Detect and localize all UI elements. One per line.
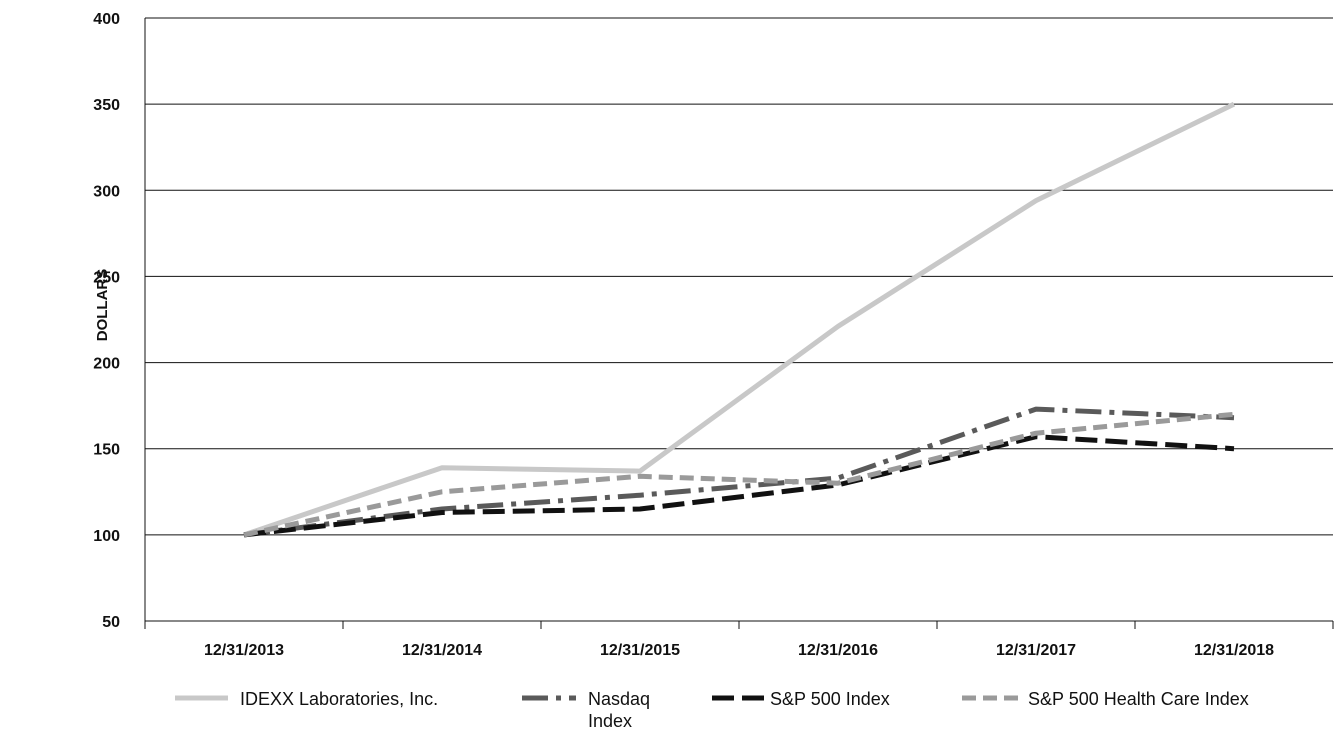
y-tick-label: 50	[102, 614, 120, 631]
series-line-2	[243, 434, 1235, 538]
x-tick-label: 12/31/2014	[402, 642, 482, 659]
y-tick-label: 100	[93, 528, 120, 545]
x-tick-label: 12/31/2017	[996, 642, 1076, 659]
legend-label-3: S&P 500 Health Care Index	[1028, 689, 1249, 709]
y-axis-title: DOLLARS	[94, 269, 111, 342]
x-tick-label: 12/31/2016	[798, 642, 878, 659]
x-tick-label: 12/31/2013	[204, 642, 284, 659]
y-tick-label: 350	[93, 97, 120, 114]
y-tick-label: 400	[93, 11, 120, 28]
tick-labels: 50 100 150 200 250 300 350 400 12/31/2013 12/31/2…	[93, 11, 1274, 659]
series-line-0	[243, 101, 1236, 538]
gridlines	[145, 17, 1333, 536]
y-tick-label: 300	[93, 183, 120, 200]
legend-label-1: Nasdaq Index	[588, 689, 650, 731]
y-tick-label: 150	[93, 442, 120, 459]
legend-label-2: S&P 500 Index	[770, 689, 890, 709]
legend: IDEXX Laboratories, Inc. Nasdaq Index S&P 5…	[175, 689, 1249, 731]
y-tick-label: 200	[93, 356, 120, 373]
x-tick-label: 12/31/2015	[600, 642, 680, 659]
y-tick-label: 250	[93, 269, 120, 286]
series-line-3	[243, 411, 1235, 538]
axes	[144, 18, 1334, 629]
legend-label-0: IDEXX Laboratories, Inc.	[240, 689, 438, 709]
x-tick-label: 12/31/2018	[1194, 642, 1274, 659]
series-lines	[243, 101, 1236, 538]
series-line-1	[243, 406, 1235, 538]
